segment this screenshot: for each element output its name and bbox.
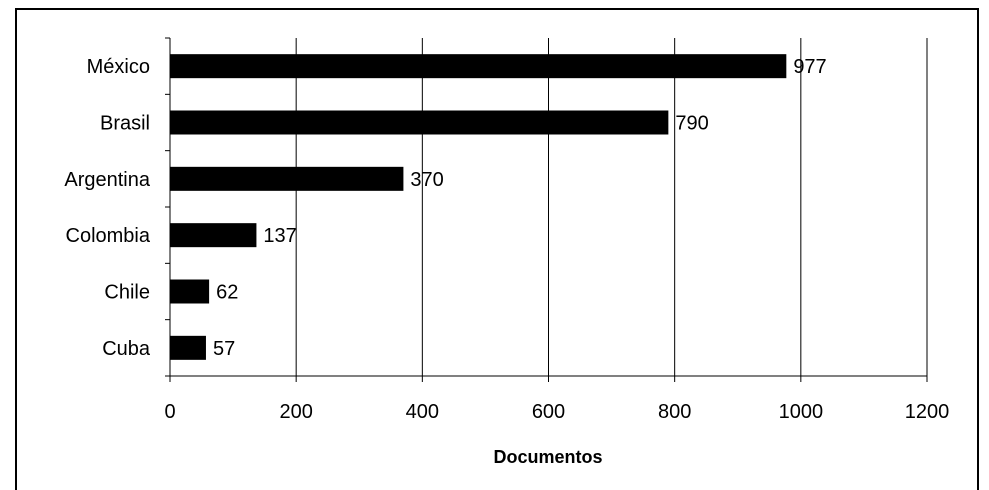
x-tick-label: 0 — [164, 401, 175, 423]
bar — [170, 279, 210, 304]
x-tick-label: 200 — [279, 401, 312, 423]
category-label: México — [87, 56, 150, 78]
data-label: 370 — [410, 169, 443, 191]
bar — [170, 335, 206, 360]
x-tick-label: 800 — [658, 401, 691, 423]
category-label: Cuba — [102, 338, 151, 360]
data-label: 790 — [675, 113, 708, 135]
x-tick-label: 600 — [532, 401, 565, 423]
x-tick-label: 1000 — [779, 401, 824, 423]
x-tick-label: 400 — [406, 401, 439, 423]
data-label: 977 — [793, 56, 826, 78]
data-label: 62 — [216, 282, 238, 304]
chart-frame — [15, 8, 979, 490]
category-label: Colombia — [66, 225, 151, 247]
labels: 0 200 400 600 800 1000 1200 México 977 Brasil 790 A… — [64, 56, 949, 423]
gridlines — [295, 38, 928, 376]
category-label: Argentina — [64, 169, 150, 191]
bars — [170, 54, 787, 360]
bar — [170, 223, 257, 248]
bar — [170, 166, 404, 191]
axes — [165, 37, 928, 382]
data-label: 57 — [213, 338, 235, 360]
x-tick-label: 1200 — [905, 401, 950, 423]
bar — [170, 54, 787, 79]
data-label: 137 — [263, 225, 296, 247]
bar — [170, 110, 669, 135]
category-label: Chile — [104, 282, 150, 304]
x-axis-title: Documentos — [493, 447, 602, 467]
category-label: Brasil — [100, 113, 150, 135]
